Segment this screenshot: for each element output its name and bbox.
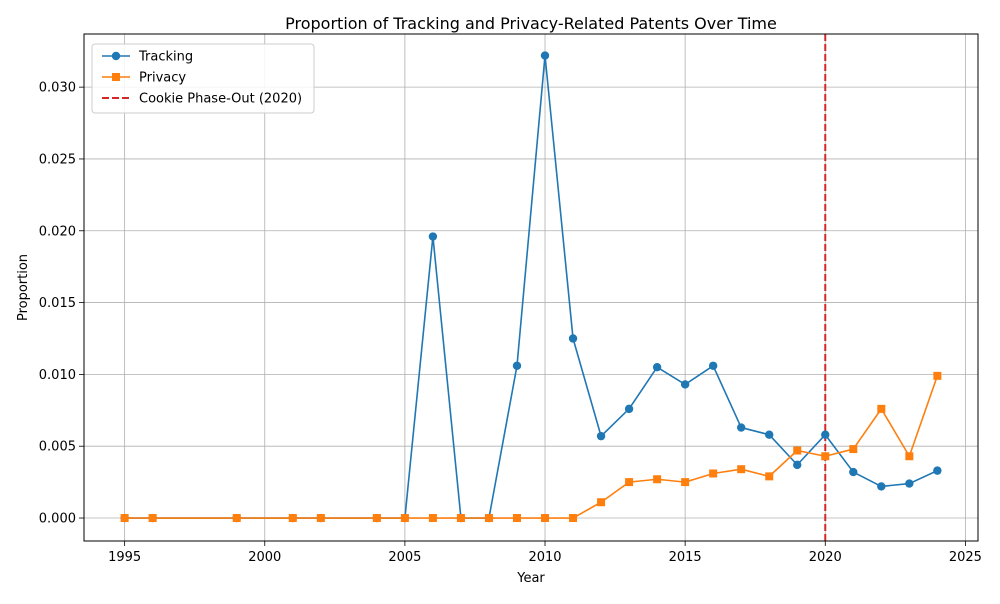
privacy-point [541, 514, 549, 522]
privacy-point [317, 514, 325, 522]
privacy-point [233, 514, 241, 522]
tracking-point [933, 466, 941, 474]
privacy-point [149, 514, 157, 522]
privacy-point [765, 472, 773, 480]
tracking-point [653, 363, 661, 371]
tracking-point [429, 232, 437, 240]
y-tick-label: 0.030 [39, 81, 76, 96]
privacy-point [905, 452, 913, 460]
x-tick-label: 2020 [809, 550, 842, 565]
privacy-point [485, 514, 493, 522]
x-tick-label: 2000 [248, 550, 281, 565]
legend-marker-tracking [112, 52, 120, 60]
y-tick-label: 0.025 [39, 152, 76, 167]
privacy-point [121, 514, 129, 522]
privacy-point [877, 405, 885, 413]
chart-title: Proportion of Tracking and Privacy-Relat… [285, 14, 777, 33]
y-axis-label: Proportion [16, 254, 31, 321]
tracking-point [849, 468, 857, 476]
tracking-point [793, 461, 801, 469]
tracking-point [513, 362, 521, 370]
legend-label-cookie-phase-out-2020: Cookie Phase-Out (2020) [139, 92, 302, 107]
privacy-point [793, 447, 801, 455]
privacy-point [821, 452, 829, 460]
legend-label-tracking: Tracking [138, 50, 193, 65]
tracking-point [905, 479, 913, 487]
y-tick-label: 0.020 [39, 224, 76, 239]
privacy-point [849, 445, 857, 453]
x-axis-label: Year [516, 571, 545, 586]
privacy-point [625, 478, 633, 486]
y-tick-label: 0.010 [39, 368, 76, 383]
tracking-point [597, 432, 605, 440]
y-tick-label: 0.015 [39, 296, 76, 311]
privacy-point [597, 498, 605, 506]
x-tick-label: 2010 [528, 550, 561, 565]
x-tick-label: 2015 [669, 550, 702, 565]
privacy-point [289, 514, 297, 522]
privacy-point [681, 478, 689, 486]
y-tick-label: 0.000 [39, 512, 76, 527]
privacy-point [933, 372, 941, 380]
legend: Tracking Privacy Cookie Phase-Out (2020) [92, 44, 314, 113]
privacy-point [569, 514, 577, 522]
privacy-point [373, 514, 381, 522]
x-tick-label: 2005 [388, 550, 421, 565]
privacy-point [653, 475, 661, 483]
x-tick-label: 1995 [108, 550, 141, 565]
tracking-point [541, 51, 549, 59]
tracking-point [765, 431, 773, 439]
tracking-point [709, 362, 717, 370]
x-tick-label: 2025 [949, 550, 982, 565]
tracking-point [625, 405, 633, 413]
legend-label-privacy: Privacy [139, 71, 186, 86]
tracking-point [737, 423, 745, 431]
tracking-point [569, 334, 577, 342]
privacy-point [401, 514, 409, 522]
tracking-point [681, 380, 689, 388]
privacy-point [429, 514, 437, 522]
privacy-point [513, 514, 521, 522]
tracking-point [877, 482, 885, 490]
tracking-point [821, 431, 829, 439]
privacy-point [737, 465, 745, 473]
legend-marker-privacy [112, 73, 120, 81]
privacy-point [457, 514, 465, 522]
y-tick-label: 0.005 [39, 440, 76, 455]
privacy-point [709, 469, 717, 477]
